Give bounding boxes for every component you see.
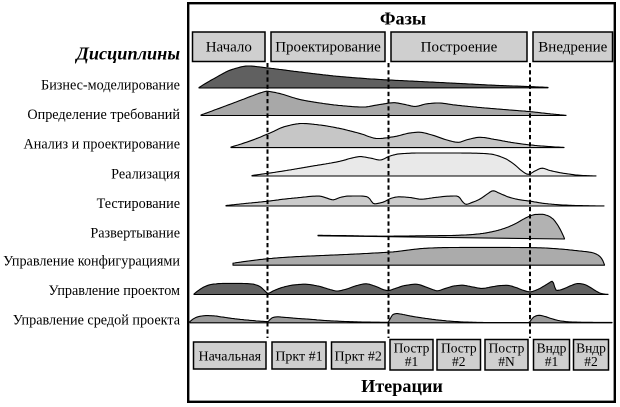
- svg-text:Реализация: Реализация: [111, 167, 180, 183]
- svg-text:Вндр: Вндр: [576, 341, 606, 356]
- svg-text:Пркт #2: Пркт #2: [335, 350, 382, 365]
- svg-text:Фазы: Фазы: [380, 9, 426, 29]
- svg-text:#1: #1: [545, 354, 559, 369]
- svg-text:Определение требований: Определение требований: [27, 107, 180, 123]
- svg-text:Внедрение: Внедрение: [538, 40, 607, 56]
- svg-text:Проектирование: Проектирование: [275, 40, 381, 56]
- svg-text:Постр: Постр: [394, 341, 430, 356]
- svg-text:#2: #2: [452, 354, 466, 369]
- svg-text:Управление средой проекта: Управление средой проекта: [13, 313, 181, 329]
- svg-text:Итерации: Итерации: [361, 376, 443, 396]
- svg-text:Анализ и проектирование: Анализ и проектирование: [24, 137, 180, 153]
- svg-text:Начальная: Начальная: [198, 350, 261, 365]
- svg-text:Постр: Постр: [489, 341, 525, 356]
- svg-text:Постр: Постр: [441, 341, 477, 356]
- svg-text:Начало: Начало: [206, 40, 252, 56]
- svg-text:Управление проектом: Управление проектом: [49, 283, 180, 299]
- svg-text:#2: #2: [584, 354, 598, 369]
- svg-text:Тестирование: Тестирование: [97, 196, 180, 212]
- svg-text:#1: #1: [405, 354, 419, 369]
- svg-text:Бизнес-моделирование: Бизнес-моделирование: [41, 78, 180, 94]
- svg-text:Построение: Построение: [421, 40, 498, 56]
- svg-text:Дисциплины: Дисциплины: [74, 44, 180, 64]
- svg-text:Пркт #1: Пркт #1: [275, 350, 322, 365]
- svg-text:Развертывание: Развертывание: [90, 226, 180, 242]
- svg-text:Вндр: Вндр: [537, 341, 567, 356]
- svg-text:#N: #N: [498, 354, 515, 369]
- svg-text:Управление конфигурациями: Управление конфигурациями: [3, 254, 180, 270]
